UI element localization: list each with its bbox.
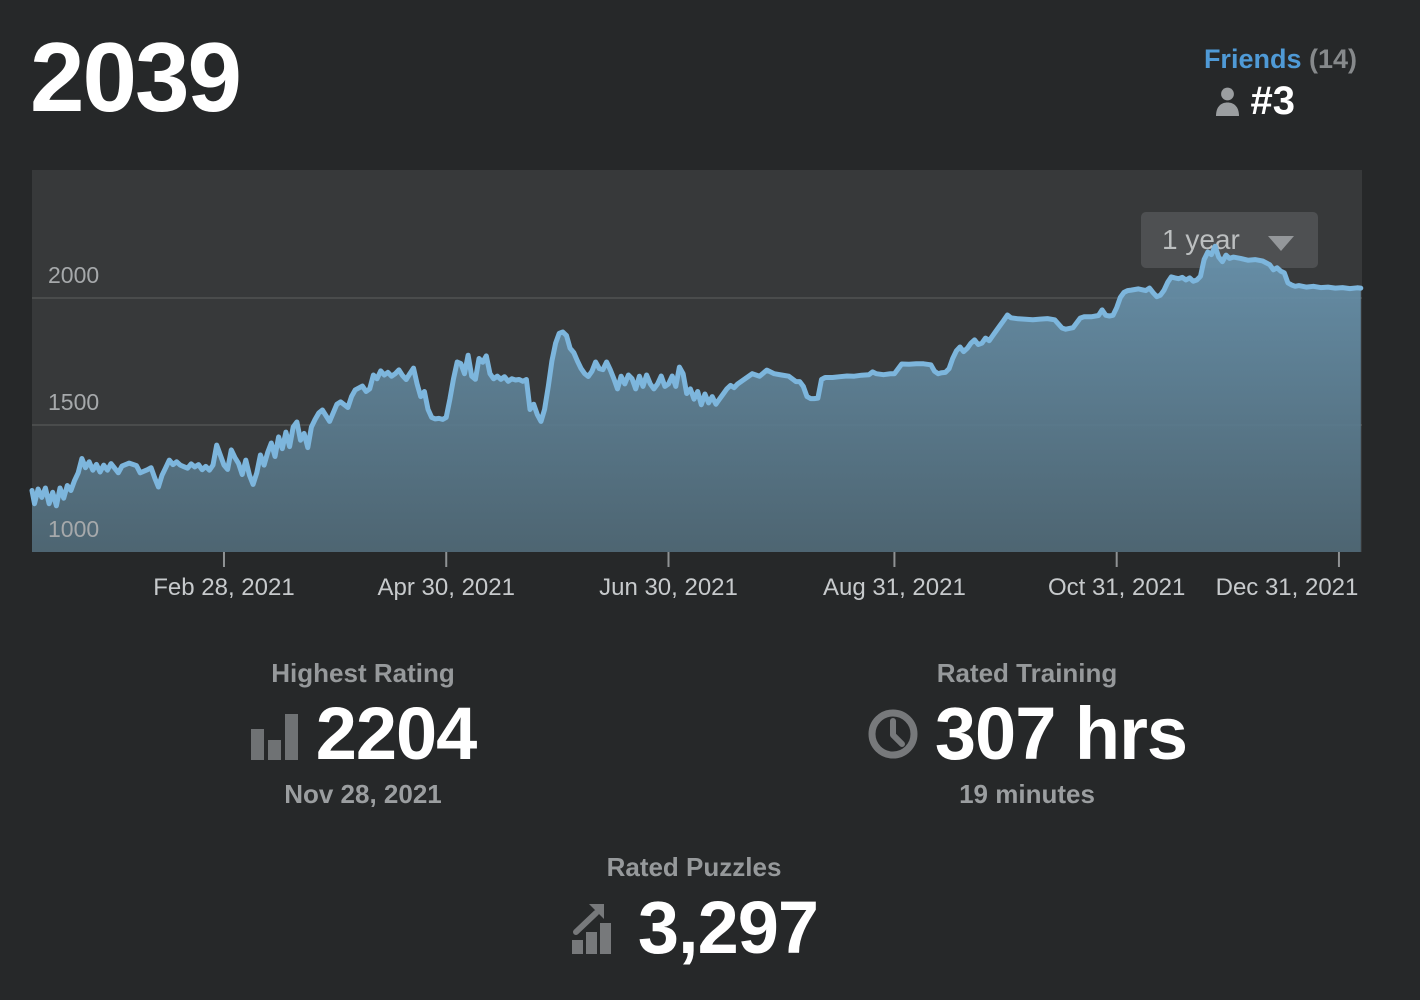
bar-chart-icon — [250, 714, 298, 760]
friends-rank-row: #3 — [1204, 81, 1357, 121]
stat-rated-puzzles: Rated Puzzles 3,297 — [484, 852, 904, 965]
highest-rating-date: Nov 28, 2021 — [284, 779, 442, 809]
rating-area-fill — [32, 246, 1361, 552]
y-axis-label: 1000 — [48, 516, 100, 542]
stat-label: Rated Training — [936, 658, 1118, 688]
stat-label: Rated Puzzles — [606, 852, 782, 882]
x-axis-label: Feb 28, 2021 — [153, 574, 295, 601]
x-axis-label: Oct 31, 2021 — [1047, 574, 1186, 601]
x-axis-label: Apr 30, 2021 — [377, 574, 515, 601]
current-rating: 2039 — [30, 22, 242, 132]
chevron-down-icon — [1268, 236, 1294, 251]
x-axis-label: Aug 31, 2021 — [823, 574, 966, 601]
trend-up-icon — [571, 904, 611, 954]
rated-training-minutes: 19 minutes — [959, 779, 1095, 809]
rating-line — [29, 243, 1364, 509]
range-selector-dropdown[interactable]: 1 year — [1141, 212, 1318, 268]
stat-rated-training: Rated Training 307 hrs 19 minutes — [817, 658, 1237, 810]
y-axis-label: 1500 — [48, 389, 100, 415]
clock-icon — [868, 709, 918, 759]
y-axis-label: 2000 — [48, 262, 100, 288]
gridlines — [32, 297, 1362, 426]
stat-value-row: 307 hrs — [817, 697, 1237, 771]
rated-training-value: 307 hrs — [934, 692, 1188, 775]
friends-link-label[interactable]: Friends — [1203, 44, 1302, 74]
rating-chart[interactable]: 1 year 2000 1500 1000 — [29, 170, 1364, 567]
highest-rating-value: 2204 — [315, 692, 478, 775]
stat-value-row: 2204 — [153, 697, 573, 771]
friends-count: (14) — [1308, 44, 1357, 74]
friends-block: Friends (14) #3 — [1204, 44, 1357, 121]
range-selector-value[interactable]: 1 year — [1162, 224, 1240, 255]
friends-link[interactable]: Friends (14) — [1204, 44, 1357, 75]
x-axis-labels: Feb 28, 2021 Apr 30, 2021 Jun 30, 2021 Aug … — [32, 552, 1362, 612]
x-axis-label: Jun 30, 2021 — [599, 574, 738, 601]
stat-label: Highest Rating — [271, 658, 455, 688]
rated-puzzles-value: 3,297 — [637, 886, 819, 969]
stat-value-row: 3,297 — [484, 891, 904, 965]
x-axis-label: Dec 31, 2021 — [1215, 574, 1359, 601]
stat-highest-rating: Highest Rating 2204 Nov 28, 2021 — [153, 658, 573, 810]
friends-rank: #3 — [1250, 79, 1296, 123]
person-icon — [1215, 87, 1239, 116]
